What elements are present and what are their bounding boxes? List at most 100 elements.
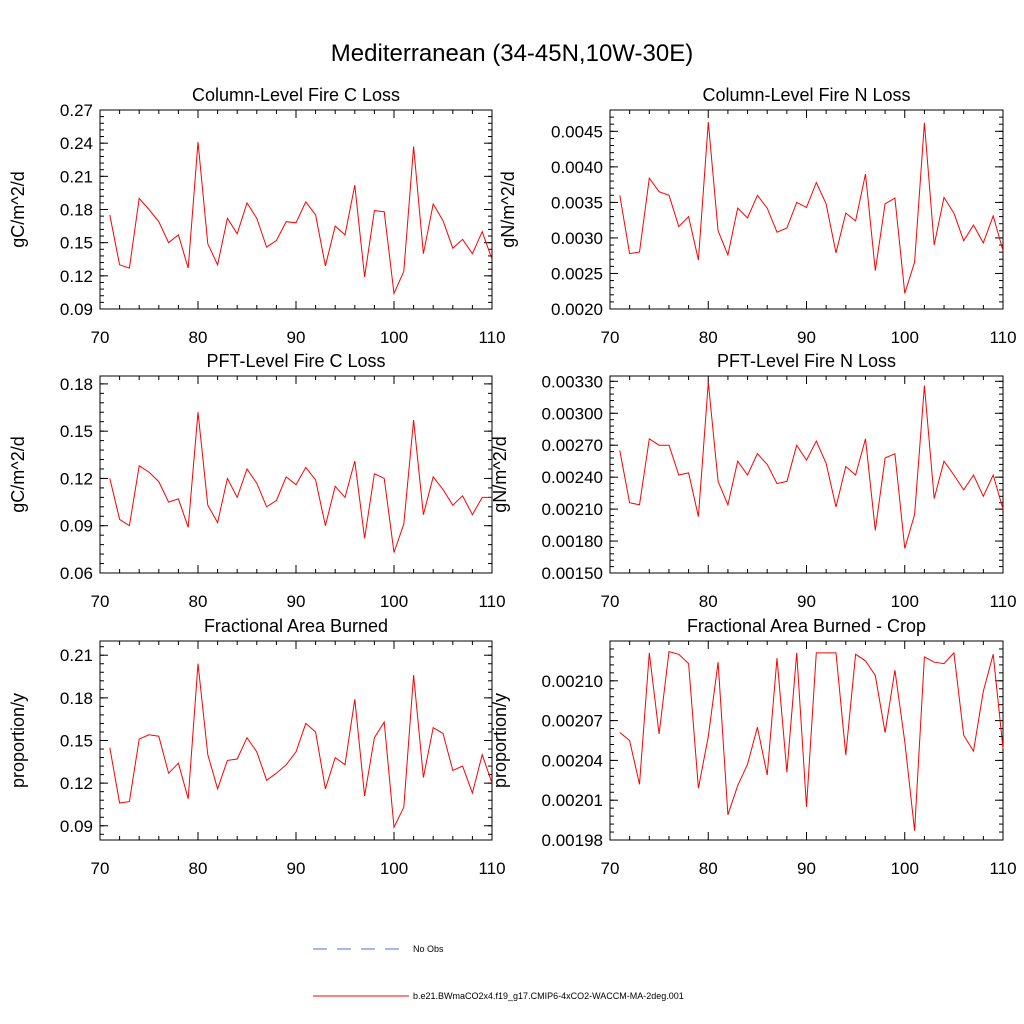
y-tick-label: 0.00204: [542, 751, 603, 770]
y-tick-label: 0.12: [60, 267, 93, 286]
panel-6: Fractional Area Burned - Crop proportion/…: [490, 616, 1017, 878]
y-tick-label: 0.12: [60, 774, 93, 793]
y-tick-label: 0.00150: [542, 564, 603, 583]
legend-obs-label: No Obs: [413, 944, 444, 954]
y-tick-label: 0.00300: [542, 404, 603, 423]
y-tick-label: 0.00180: [542, 532, 603, 551]
y-tick-label: 0.00240: [542, 468, 603, 487]
y-tick-label: 0.00330: [542, 372, 603, 391]
x-tick-label: 90: [797, 859, 816, 878]
x-tick-label: 70: [91, 859, 110, 878]
x-tick-label: 100: [891, 328, 919, 347]
x-tick-label: 80: [699, 859, 718, 878]
panel-1: Column-Level Fire C Loss gC/m^2/d 70 80 90 10…: [8, 85, 506, 347]
x-tick-label: 110: [989, 592, 1016, 611]
y-tick-label: 0.00210: [542, 500, 603, 519]
y-tick-label: 0.09: [60, 300, 93, 319]
x-tick-label: 110: [989, 859, 1016, 878]
y-tick-label: 0.0030: [551, 229, 603, 248]
x-tick-label: 100: [380, 859, 408, 878]
y-tick-label: 0.18: [60, 375, 93, 394]
panel-title: Column-Level Fire N Loss: [702, 85, 910, 105]
x-tick-label: 110: [478, 592, 505, 611]
y-tick-label: 0.00270: [542, 436, 603, 455]
plot-frame: [99, 375, 493, 574]
panel-2: Column-Level Fire N Loss gN/m^2/d 70 80 90 10…: [498, 85, 1017, 347]
y-axis-label: proportion/y: [490, 693, 510, 788]
x-tick-label: 70: [601, 592, 620, 611]
y-tick-label: 0.18: [60, 689, 93, 708]
y-tick-label: 0.12: [60, 469, 93, 488]
y-tick-label: 0.27: [60, 101, 93, 120]
plot-frame: [609, 109, 1004, 310]
y-tick-label: 0.18: [60, 201, 93, 220]
legend: No Obs b.e21.BWmaCO2x4.f19_g17.CMIP6-4xC…: [313, 944, 684, 1001]
x-tick-label: 90: [287, 859, 306, 878]
y-tick-label: 0.00210: [542, 672, 603, 691]
x-tick-label: 100: [891, 859, 919, 878]
x-tick-label: 100: [380, 592, 408, 611]
x-tick-label: 90: [797, 328, 816, 347]
series-line: [619, 650, 1004, 831]
y-axis-label: gC/m^2/d: [8, 171, 28, 247]
x-tick-label: 80: [699, 592, 718, 611]
series-line: [109, 142, 493, 296]
x-tick-label: 110: [478, 328, 505, 347]
x-tick-label: 100: [891, 592, 919, 611]
x-tick-label: 80: [189, 859, 208, 878]
y-tick-label: 0.21: [60, 167, 93, 186]
y-tick-label: 0.24: [60, 134, 93, 153]
series-line: [619, 382, 1004, 549]
plot-frame: [99, 640, 493, 841]
x-tick-label: 110: [478, 859, 505, 878]
y-tick-label: 0.0040: [551, 158, 603, 177]
y-tick-label: 0.0035: [551, 193, 603, 212]
x-tick-label: 70: [91, 592, 110, 611]
panel-title: PFT-Level Fire N Loss: [717, 351, 896, 371]
y-tick-label: 0.15: [60, 732, 93, 751]
y-tick-label: 0.0045: [551, 122, 603, 141]
x-tick-label: 110: [989, 328, 1016, 347]
x-tick-label: 80: [189, 328, 208, 347]
y-axis-label: proportion/y: [8, 693, 28, 788]
y-axis-label: gN/m^2/d: [498, 171, 518, 247]
y-tick-label: 0.0025: [551, 264, 603, 283]
panel-title: Fractional Area Burned: [204, 616, 388, 636]
x-tick-label: 90: [287, 328, 306, 347]
y-tick-label: 0.06: [60, 564, 93, 583]
panel-4: PFT-Level Fire N Loss gN/m^2/d 70 80 90 100 11…: [490, 351, 1017, 611]
plot-frame: [609, 640, 1004, 841]
y-tick-label: 0.15: [60, 234, 93, 253]
x-tick-label: 70: [601, 859, 620, 878]
y-tick-label: 0.09: [60, 517, 93, 536]
plot-frame: [99, 109, 493, 310]
x-tick-label: 100: [380, 328, 408, 347]
y-axis-label: gC/m^2/d: [8, 436, 28, 512]
x-tick-label: 70: [601, 328, 620, 347]
panel-title: Fractional Area Burned - Crop: [687, 616, 926, 636]
y-tick-label: 0.00207: [542, 712, 603, 731]
y-tick-label: 0.00201: [542, 791, 603, 810]
y-tick-label: 0.00198: [542, 831, 603, 850]
series-line: [109, 663, 493, 830]
series-line: [109, 412, 492, 553]
plot-frame: [609, 375, 1004, 574]
y-tick-label: 0.21: [60, 646, 93, 665]
x-tick-label: 70: [91, 328, 110, 347]
panel-title: PFT-Level Fire C Loss: [206, 351, 385, 371]
y-axis-label: gN/m^2/d: [490, 436, 510, 512]
figure-title: Mediterranean (34-45N,10W-30E): [331, 40, 693, 67]
series-line: [619, 122, 1004, 294]
x-tick-label: 80: [699, 328, 718, 347]
x-tick-label: 80: [189, 592, 208, 611]
x-tick-label: 90: [797, 592, 816, 611]
panel-title: Column-Level Fire C Loss: [192, 85, 400, 105]
x-tick-label: 90: [287, 592, 306, 611]
y-tick-label: 0.15: [60, 422, 93, 441]
y-tick-label: 0.09: [60, 817, 93, 836]
y-tick-label: 0.0020: [551, 300, 603, 319]
panel-5: Fractional Area Burned proportion/y 70 80 90…: [8, 616, 506, 878]
panels: Column-Level Fire C Loss gC/m^2/d 70 80 90 10…: [8, 85, 1017, 878]
panel-3: PFT-Level Fire C Loss gC/m^2/d 70 80 90 100 11…: [8, 351, 506, 611]
